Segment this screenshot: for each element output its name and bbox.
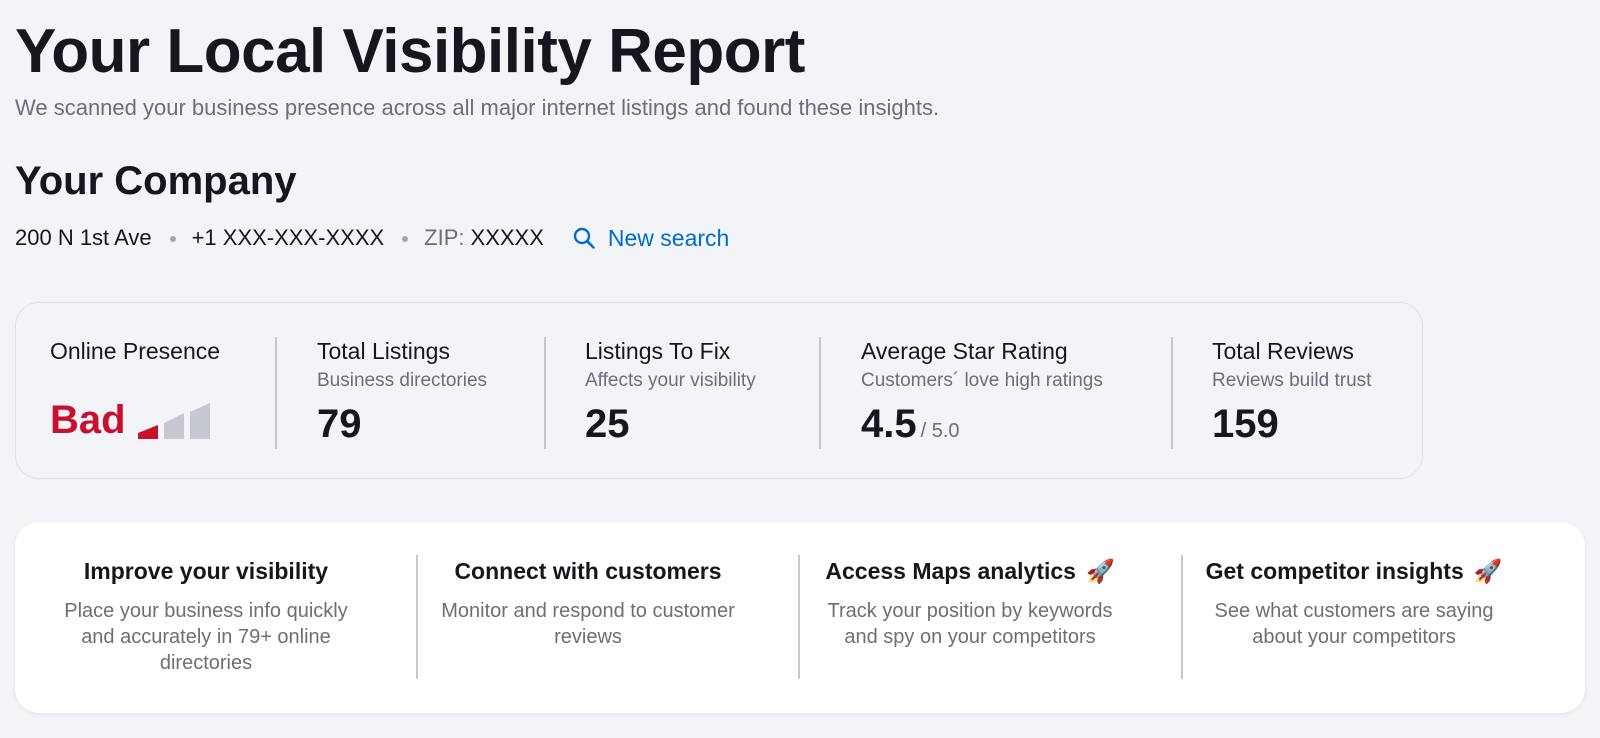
- metrics-card: Online Presence Bad Total Listings Busin…: [15, 302, 1423, 479]
- metric-value: 25: [585, 402, 630, 446]
- metric-subtitle: Customers´ love high ratings: [861, 370, 1103, 391]
- signal-strength-icon: [137, 403, 210, 439]
- feature-title: Connect with customers: [397, 556, 779, 586]
- metric-divider: [275, 337, 277, 449]
- metric-value-row: 4.5/ 5.0: [861, 401, 1103, 454]
- zip-label: ZIP:: [424, 225, 465, 250]
- feature-divider: [1181, 555, 1183, 679]
- metric-title: Total Reviews: [1212, 338, 1354, 364]
- feature-title: Get competitor insights 🚀: [1163, 556, 1545, 586]
- feature-description: Place your business info quickly and acc…: [64, 600, 348, 674]
- company-name: Your Company: [15, 159, 297, 203]
- feature-improve-visibility[interactable]: Improve your visibility Place your busin…: [15, 556, 397, 676]
- presence-status: Bad: [50, 397, 212, 443]
- status-badge: Bad: [50, 398, 126, 442]
- metric-title: Total Listings: [317, 338, 450, 364]
- feature-title-text: Get competitor insights: [1205, 558, 1464, 584]
- metric-online-presence: Online Presence Bad: [50, 337, 220, 449]
- new-search-label: New search: [607, 224, 730, 251]
- metric-value: 79: [317, 402, 362, 446]
- metric-subtitle: Affects your visibility: [585, 370, 756, 391]
- feature-description: See what customers are saying about your…: [1214, 600, 1494, 648]
- new-search-link[interactable]: New search: [572, 225, 729, 252]
- feature-maps-analytics[interactable]: Access Maps analytics 🚀 Track your positi…: [779, 556, 1161, 650]
- separator-dot: [169, 236, 176, 242]
- metric-subtitle: Reviews build trust: [1212, 370, 1372, 391]
- metric-divider: [819, 337, 821, 449]
- features-card: Improve your visibility Place your busin…: [15, 522, 1585, 713]
- metric-value-suffix: / 5.0: [920, 420, 960, 442]
- company-phone: +1 XXX-XXX-XXXX: [191, 225, 385, 250]
- metric-average-star-rating: Average Star Rating Customers´ love high…: [861, 337, 1103, 449]
- metric-title: Online Presence: [50, 338, 221, 364]
- metric-title: Listings To Fix: [585, 338, 731, 364]
- company-info: 200 N 1st Ave +1 XXX-XXX-XXXX ZIP: XXXXX…: [15, 223, 729, 253]
- feature-divider: [416, 555, 418, 679]
- feature-description: Track your position by keywords and spy …: [827, 600, 1113, 648]
- metric-title: Average Star Rating: [861, 338, 1068, 364]
- feature-description: Monitor and respond to customer reviews: [441, 600, 735, 648]
- feature-connect-customers[interactable]: Connect with customers Monitor and respo…: [397, 556, 779, 650]
- metric-divider: [544, 337, 546, 449]
- page-title: Your Local Visibility Report: [15, 17, 805, 86]
- feature-title-text: Connect with customers: [454, 558, 722, 584]
- metric-subtitle: Business directories: [317, 370, 488, 391]
- metric-total-reviews: Total Reviews Reviews build trust 159: [1212, 337, 1371, 449]
- feature-divider: [798, 555, 800, 679]
- rocket-icon: 🚀: [1473, 558, 1503, 584]
- feature-title: Improve your visibility: [15, 556, 397, 586]
- company-address: 200 N 1st Ave: [15, 225, 152, 250]
- feature-title-text: Improve your visibility: [83, 558, 329, 584]
- metric-value: 159: [1212, 402, 1279, 446]
- metric-value: 4.5: [861, 402, 917, 446]
- search-icon: [573, 227, 595, 249]
- separator-dot: [402, 236, 409, 242]
- metric-listings-to-fix: Listings To Fix Affects your visibility …: [585, 337, 756, 449]
- feature-title-text: Access Maps analytics: [825, 558, 1076, 584]
- metric-divider: [1171, 337, 1173, 449]
- zip-value: XXXXX: [470, 225, 544, 250]
- rocket-icon: 🚀: [1085, 558, 1115, 584]
- page-subtitle: We scanned your business presence across…: [15, 95, 940, 120]
- feature-competitor-insights[interactable]: Get competitor insights 🚀 See what custom…: [1163, 556, 1545, 650]
- feature-title: Access Maps analytics 🚀: [779, 556, 1161, 586]
- metric-total-listings: Total Listings Business directories 79: [317, 337, 487, 449]
